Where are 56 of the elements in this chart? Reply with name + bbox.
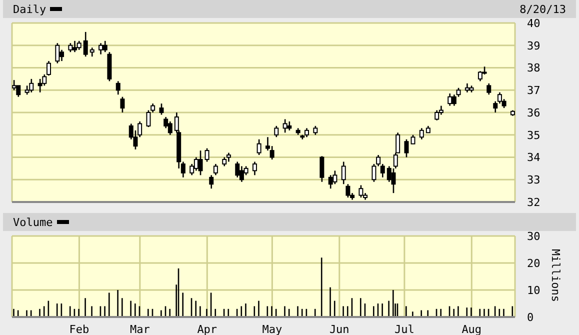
- candlestick: [102, 40, 108, 53]
- candlestick: [213, 163, 218, 176]
- legend-label: Daily: [13, 2, 46, 16]
- candlestick: [116, 80, 120, 96]
- candlestick: [404, 138, 409, 158]
- candlestick: [159, 102, 164, 116]
- y-tick-label: 39: [527, 39, 540, 52]
- y-tick-label: 40: [527, 16, 540, 30]
- y-tick-label: 35: [527, 128, 540, 142]
- candlestick: [282, 118, 288, 134]
- y-tick-label: 0: [527, 310, 534, 324]
- legend-label: Volume: [13, 216, 53, 228]
- candlestick: [486, 82, 492, 96]
- candlestick: [209, 174, 214, 190]
- candlestick: [83, 31, 88, 58]
- candlestick: [419, 128, 424, 140]
- candlestick: [328, 174, 333, 190]
- candlestick: [346, 183, 350, 198]
- y-axis-title: Millions: [548, 249, 562, 302]
- candlestick: [274, 125, 279, 138]
- candlestick: [168, 120, 172, 136]
- candlestick: [29, 78, 34, 94]
- candlestick: [235, 161, 240, 178]
- candlestick: [391, 168, 396, 194]
- candlestick: [252, 161, 257, 176]
- candlestick: [204, 148, 210, 162]
- candlestick: [12, 79, 16, 91]
- y-tick-label: 10: [527, 284, 540, 297]
- x-tick-label: Mar: [130, 322, 150, 335]
- x-tick-label: Jul: [394, 322, 414, 335]
- x-tick-label: May: [262, 322, 282, 335]
- candlestick: [256, 138, 262, 156]
- y-tick-label: 33: [527, 174, 540, 187]
- candlestick: [358, 184, 364, 198]
- x-tick-label: Aug: [462, 322, 482, 335]
- candlestick: [448, 92, 452, 106]
- y-tick-label: 20: [527, 256, 540, 270]
- candlestick: [434, 110, 440, 121]
- candlestick: [120, 96, 125, 114]
- y-tick-label: 32: [527, 196, 540, 209]
- y-tick-label: 36: [527, 106, 540, 120]
- candlestick: [98, 42, 104, 55]
- x-tick-label: Jun: [329, 322, 350, 335]
- x-tick-label: Apr: [197, 322, 218, 335]
- y-tick-label: 38: [527, 62, 540, 75]
- candlestick: [341, 161, 346, 185]
- candlestick: [198, 150, 203, 176]
- candlestick: [38, 78, 42, 94]
- candlestick: [320, 155, 324, 183]
- y-tick-label: 34: [527, 151, 541, 164]
- text: 8/20/13: [520, 2, 566, 16]
- candlestick: [55, 42, 60, 64]
- y-tick-label: 37: [527, 84, 540, 98]
- x-tick-label: Feb: [69, 322, 90, 335]
- y-tick-label: 30: [527, 230, 540, 243]
- candlestick: [332, 170, 338, 185]
